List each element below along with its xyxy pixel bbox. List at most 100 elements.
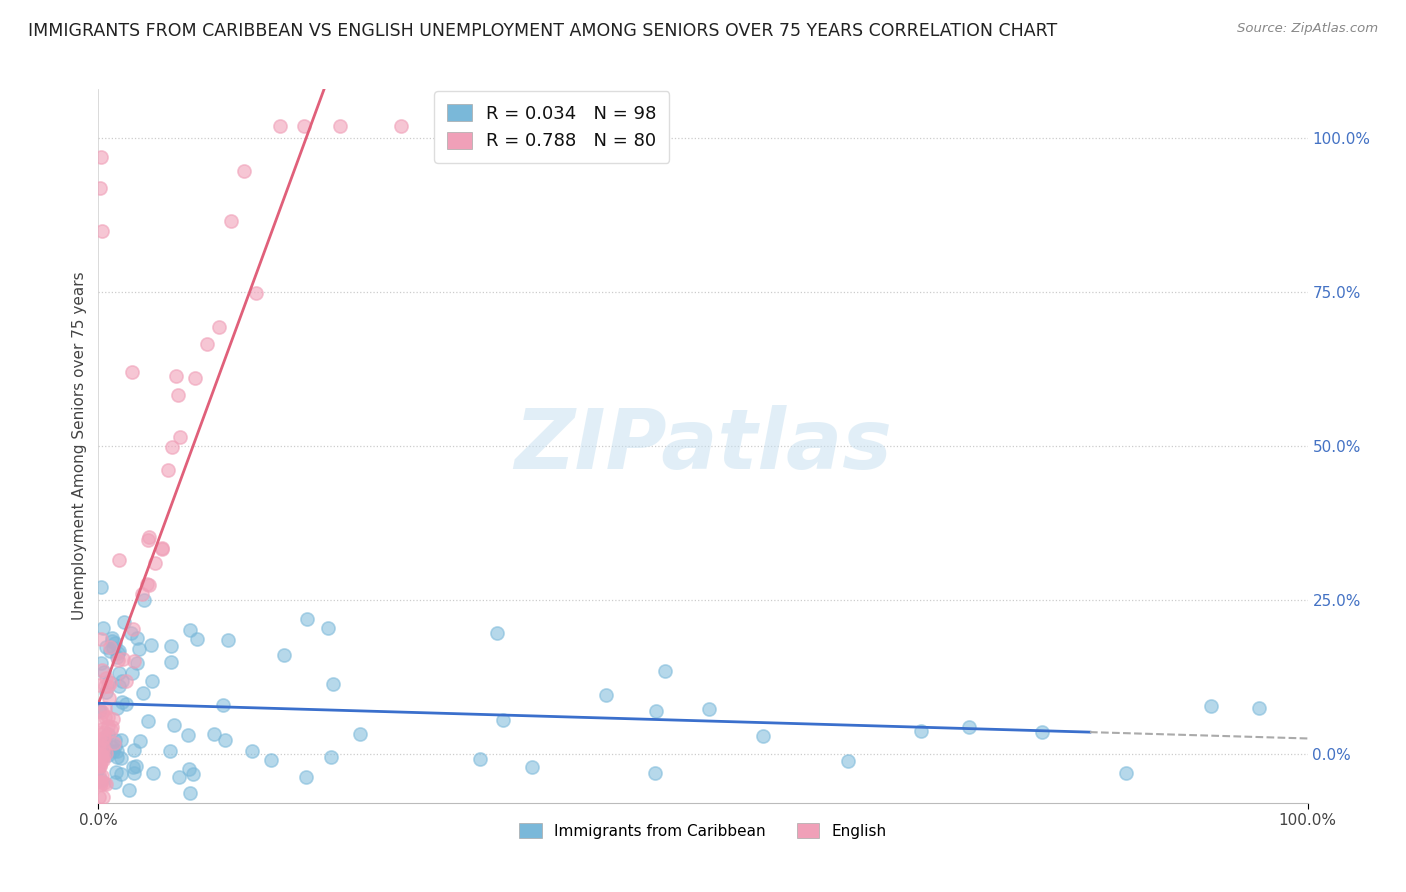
Point — [1199, 699, 1222, 714]
Point — [186, 632, 208, 646]
Point — [100, 631, 122, 645]
Point — [89, 739, 111, 754]
Point — [111, 673, 134, 688]
Point — [87, 774, 110, 789]
Point — [90, 748, 112, 763]
Point — [752, 729, 775, 743]
Point — [94, 701, 117, 715]
Point — [104, 764, 127, 779]
Point — [90, 723, 112, 737]
Y-axis label: Unemployment Among Seniors over 75 years: Unemployment Among Seniors over 75 years — [72, 272, 87, 620]
Point — [89, 704, 111, 718]
Point — [98, 690, 121, 705]
Point — [179, 786, 201, 800]
Point — [97, 727, 120, 741]
Point — [184, 371, 207, 385]
Point — [94, 710, 117, 724]
Point — [121, 365, 143, 379]
Point — [910, 723, 932, 738]
Point — [115, 697, 138, 711]
Point — [91, 743, 114, 757]
Point — [128, 642, 150, 657]
Point — [97, 675, 120, 690]
Point — [87, 762, 110, 776]
Point — [163, 718, 186, 732]
Point — [181, 767, 204, 781]
Point — [97, 709, 120, 723]
Point — [90, 769, 112, 783]
Point — [108, 679, 131, 693]
Point — [89, 703, 111, 717]
Point — [90, 774, 112, 789]
Point — [110, 767, 132, 781]
Point — [90, 581, 112, 595]
Point — [108, 644, 131, 658]
Point — [645, 704, 668, 718]
Point — [129, 734, 152, 748]
Point — [125, 758, 148, 772]
Point — [89, 632, 111, 646]
Point — [644, 766, 666, 780]
Point — [157, 463, 180, 477]
Point — [101, 712, 124, 726]
Point — [104, 739, 127, 753]
Point — [122, 623, 145, 637]
Point — [89, 714, 111, 728]
Point — [89, 768, 111, 782]
Point — [89, 733, 111, 747]
Point — [90, 772, 112, 787]
Point — [177, 728, 200, 742]
Point — [245, 285, 267, 300]
Point — [121, 665, 143, 680]
Point — [98, 676, 121, 690]
Point — [91, 752, 114, 766]
Point — [120, 625, 142, 640]
Point — [139, 638, 162, 652]
Point — [112, 615, 135, 630]
Point — [105, 649, 128, 664]
Point — [160, 655, 183, 669]
Point — [160, 440, 183, 454]
Point — [91, 621, 114, 635]
Point — [91, 749, 114, 764]
Point — [389, 119, 412, 133]
Point — [1115, 765, 1137, 780]
Point — [122, 743, 145, 757]
Point — [1031, 724, 1053, 739]
Point — [273, 648, 295, 662]
Point — [159, 744, 181, 758]
Point — [165, 369, 187, 384]
Point — [87, 677, 110, 691]
Point — [141, 673, 163, 688]
Point — [115, 673, 138, 688]
Point — [166, 388, 188, 402]
Point — [93, 665, 115, 679]
Point — [105, 744, 128, 758]
Point — [104, 733, 127, 747]
Point — [150, 541, 173, 556]
Point — [177, 762, 200, 776]
Point — [94, 746, 117, 760]
Point — [110, 732, 132, 747]
Point — [91, 739, 114, 754]
Point — [260, 753, 283, 767]
Point — [292, 119, 315, 133]
Point — [127, 631, 149, 645]
Point — [522, 760, 544, 774]
Point — [837, 755, 859, 769]
Point — [470, 752, 492, 766]
Point — [654, 664, 676, 678]
Point — [97, 679, 120, 693]
Point — [103, 736, 125, 750]
Point — [94, 671, 117, 685]
Point — [91, 663, 114, 677]
Point — [111, 652, 134, 666]
Point — [595, 688, 617, 702]
Text: Source: ZipAtlas.com: Source: ZipAtlas.com — [1237, 22, 1378, 36]
Point — [90, 150, 112, 164]
Point — [89, 726, 111, 740]
Point — [90, 747, 112, 762]
Point — [97, 719, 120, 733]
Point — [93, 789, 115, 804]
Point — [90, 705, 112, 719]
